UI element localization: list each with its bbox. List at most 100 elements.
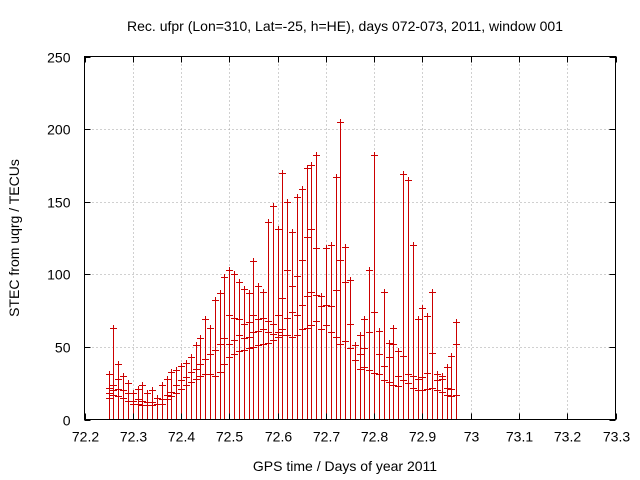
data-point — [337, 119, 344, 126]
data-point — [318, 293, 325, 300]
data-point — [270, 203, 277, 210]
data-point — [217, 369, 224, 376]
data-point — [434, 377, 441, 384]
data-point — [357, 366, 364, 373]
data-point — [289, 309, 296, 316]
data-point — [299, 257, 306, 264]
data-point — [337, 341, 344, 348]
data-point — [376, 351, 383, 358]
data-point — [207, 371, 214, 378]
data-point — [255, 283, 262, 290]
data-point — [154, 395, 161, 402]
data-point — [381, 377, 388, 384]
data-point — [255, 316, 262, 323]
data-point — [120, 395, 127, 402]
data-point — [448, 353, 455, 360]
data-point — [386, 354, 393, 361]
data-point — [246, 319, 253, 326]
data-point — [260, 315, 267, 322]
plot-frame — [84, 56, 616, 420]
data-point — [275, 226, 282, 233]
data-point — [434, 371, 441, 378]
data-point — [144, 390, 151, 397]
data-point — [405, 380, 412, 387]
data-point — [400, 377, 407, 384]
data-point — [448, 393, 455, 400]
data-point — [313, 245, 320, 252]
data-point — [342, 279, 349, 286]
data-point — [313, 318, 320, 325]
data-point — [193, 376, 200, 383]
data-point — [352, 342, 359, 349]
data-point — [231, 271, 238, 278]
data-point — [386, 379, 393, 386]
data-point — [419, 387, 426, 394]
data-point — [410, 242, 417, 249]
data-point — [444, 385, 451, 392]
data-point — [173, 382, 180, 389]
x-tick-label: 72.7 — [313, 429, 340, 445]
data-point — [241, 286, 248, 293]
data-point — [135, 401, 142, 408]
data-point — [231, 351, 238, 358]
y-tick-label: 50 — [55, 340, 71, 356]
data-point — [168, 393, 175, 400]
data-point — [236, 279, 243, 286]
x-tick-label: 72.2 — [72, 429, 99, 445]
data-point — [304, 293, 311, 300]
data-point — [265, 329, 272, 336]
data-point — [444, 392, 451, 399]
data-point — [188, 369, 195, 376]
data-point — [371, 152, 378, 159]
data-point — [221, 335, 228, 342]
data-point — [250, 344, 257, 351]
data-point — [357, 332, 364, 339]
data-point — [284, 267, 291, 274]
y-tick-label: 250 — [47, 50, 71, 66]
data-point — [120, 387, 127, 394]
data-point — [395, 348, 402, 355]
x-tick-label: 73 — [464, 429, 480, 445]
data-point — [226, 354, 233, 361]
data-point — [241, 321, 248, 328]
data-point — [241, 335, 248, 342]
data-point — [371, 309, 378, 316]
x-tick-label: 72.6 — [265, 429, 292, 445]
data-point — [231, 337, 238, 344]
data-point — [260, 289, 267, 296]
data-point — [164, 396, 171, 403]
data-point — [197, 373, 204, 380]
data-point — [279, 170, 286, 177]
data-point — [304, 165, 311, 172]
data-point — [347, 321, 354, 328]
data-point — [328, 329, 335, 336]
data-point — [275, 312, 282, 319]
data-point — [106, 395, 113, 402]
data-point — [299, 326, 306, 333]
data-point — [246, 334, 253, 341]
data-point — [255, 342, 262, 349]
data-point — [381, 363, 388, 370]
data-point — [231, 315, 238, 322]
data-point — [318, 303, 325, 310]
data-point — [255, 328, 262, 335]
data-point — [361, 364, 368, 371]
data-point — [289, 283, 296, 290]
data-point — [246, 290, 253, 297]
data-point — [275, 334, 282, 341]
data-point — [395, 373, 402, 380]
data-point — [439, 376, 446, 383]
data-point — [419, 374, 426, 381]
data-point — [299, 302, 306, 309]
data-point — [115, 393, 122, 400]
data-point — [125, 380, 132, 387]
data-point — [361, 345, 368, 352]
data-point — [294, 312, 301, 319]
data-point — [400, 171, 407, 178]
data-point — [304, 325, 311, 332]
data-point — [130, 390, 137, 397]
data-point — [347, 277, 354, 284]
data-marks — [106, 119, 460, 420]
data-point — [294, 332, 301, 339]
data-point — [400, 353, 407, 360]
